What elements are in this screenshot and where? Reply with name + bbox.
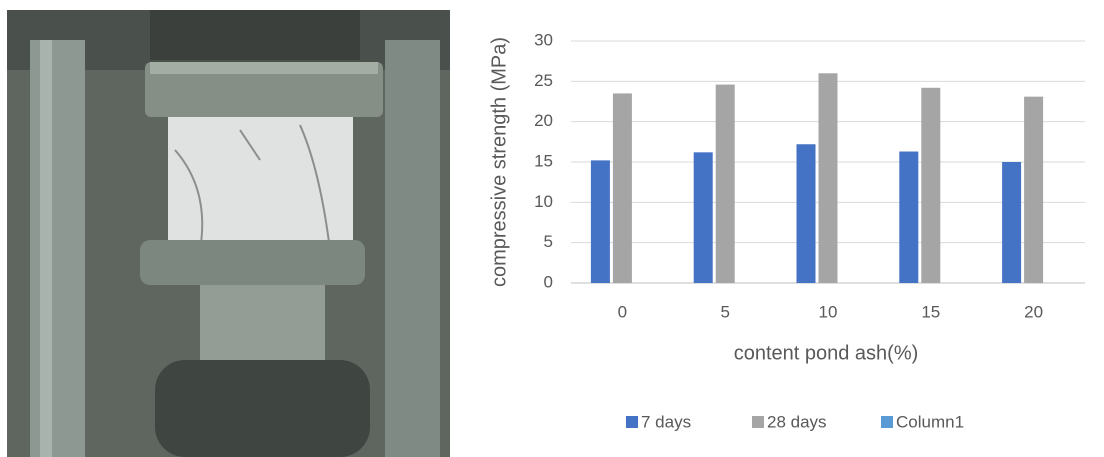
bar (1024, 97, 1043, 283)
y-axis-label: compressive strength (MPa) (488, 37, 510, 287)
legend-swatch (752, 416, 764, 428)
y-tick-label: 10 (534, 192, 553, 211)
bar (899, 152, 918, 283)
x-tick-label: 20 (1024, 302, 1043, 321)
y-tick-label: 20 (534, 111, 553, 130)
x-tick-label: 15 (921, 302, 940, 321)
bar (819, 73, 838, 283)
bar (921, 88, 940, 283)
legend-label: 7 days (641, 412, 691, 431)
x-tick-label: 10 (819, 302, 838, 321)
bar (1002, 162, 1021, 283)
bar (797, 144, 816, 283)
legend-label: Column1 (896, 412, 964, 431)
y-tick-label: 15 (534, 151, 553, 170)
bar (694, 152, 713, 283)
bar (591, 160, 610, 283)
legend-label: 28 days (767, 412, 827, 431)
legend-swatch (881, 416, 893, 428)
y-tick-label: 5 (544, 232, 553, 251)
x-tick-label: 0 (618, 302, 627, 321)
bar (716, 85, 735, 283)
y-tick-label: 25 (534, 71, 553, 90)
x-tick-label: 5 (720, 302, 729, 321)
bar (613, 93, 632, 283)
page: content pond ash(%) compressive strength… (0, 0, 1104, 457)
photo (7, 10, 450, 457)
y-tick-label: 30 (534, 30, 553, 49)
legend-swatch (626, 416, 638, 428)
y-tick-label: 0 (544, 272, 553, 291)
x-axis-label: content pond ash(%) (734, 342, 919, 364)
